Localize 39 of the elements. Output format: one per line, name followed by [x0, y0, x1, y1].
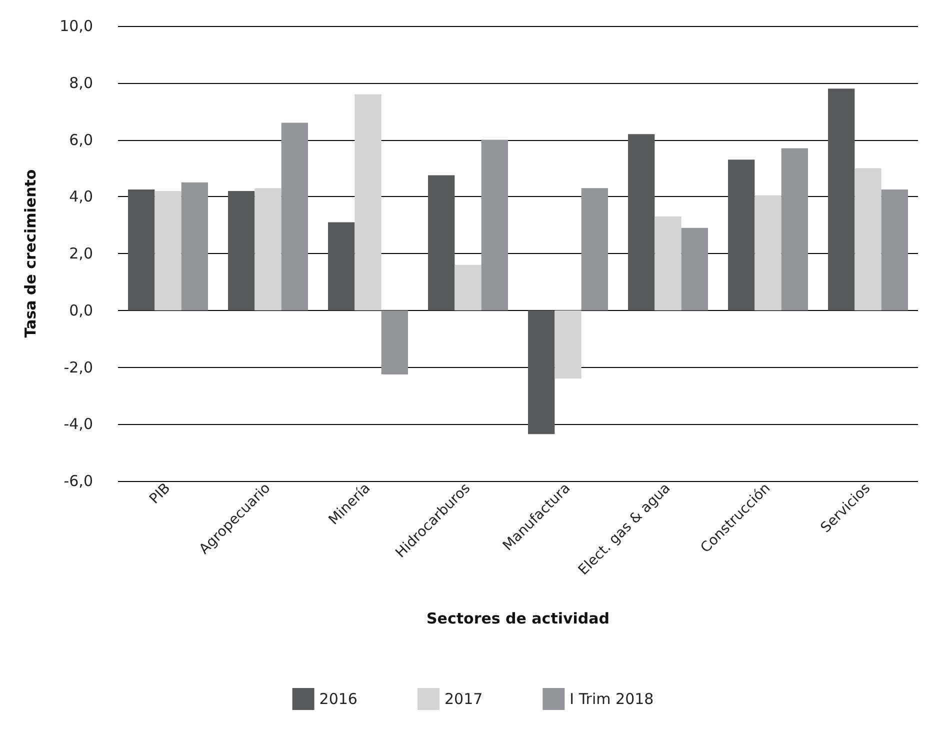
- legend-label: 2016: [319, 690, 358, 708]
- y-tick-label: -2,0: [64, 358, 93, 376]
- bar: [554, 310, 582, 379]
- bar: [581, 188, 608, 310]
- y-axis-title: Tasa de crecimiento: [22, 169, 40, 338]
- bar: [281, 122, 308, 310]
- y-tick-label: 6,0: [69, 130, 93, 149]
- bar: [528, 310, 555, 434]
- y-tick-label: 4,0: [69, 188, 93, 206]
- bar: [328, 222, 355, 310]
- y-tick-label: 10,0: [60, 17, 93, 35]
- bar: [128, 190, 155, 310]
- bar: [654, 216, 682, 310]
- bar: [254, 188, 282, 310]
- bar: [728, 160, 755, 310]
- y-tick-label: 0,0: [69, 301, 93, 320]
- y-tick-label: 2,0: [69, 244, 93, 262]
- bar: [428, 175, 455, 310]
- bar: [454, 264, 482, 310]
- bar: [628, 134, 655, 310]
- y-tick-label: 8,0: [69, 74, 93, 92]
- y-tick-label: -4,0: [64, 415, 93, 434]
- bar: [781, 148, 808, 310]
- bar: [354, 94, 382, 310]
- bar: [854, 168, 882, 310]
- bar: [881, 190, 908, 310]
- bar: [381, 310, 408, 374]
- bar: [154, 190, 182, 310]
- bar: [481, 140, 508, 310]
- bar: [228, 190, 255, 310]
- bar: [828, 88, 855, 310]
- legend-label: 2017: [444, 690, 483, 708]
- y-tick-label: -6,0: [64, 472, 93, 490]
- bar: [181, 182, 208, 310]
- x-tick-label: PIB: [146, 480, 174, 508]
- legend-label: I Trim 2018: [570, 690, 654, 708]
- x-axis-title: Sectores de actividad: [426, 610, 610, 628]
- bar: [754, 195, 782, 310]
- bar: [681, 228, 708, 310]
